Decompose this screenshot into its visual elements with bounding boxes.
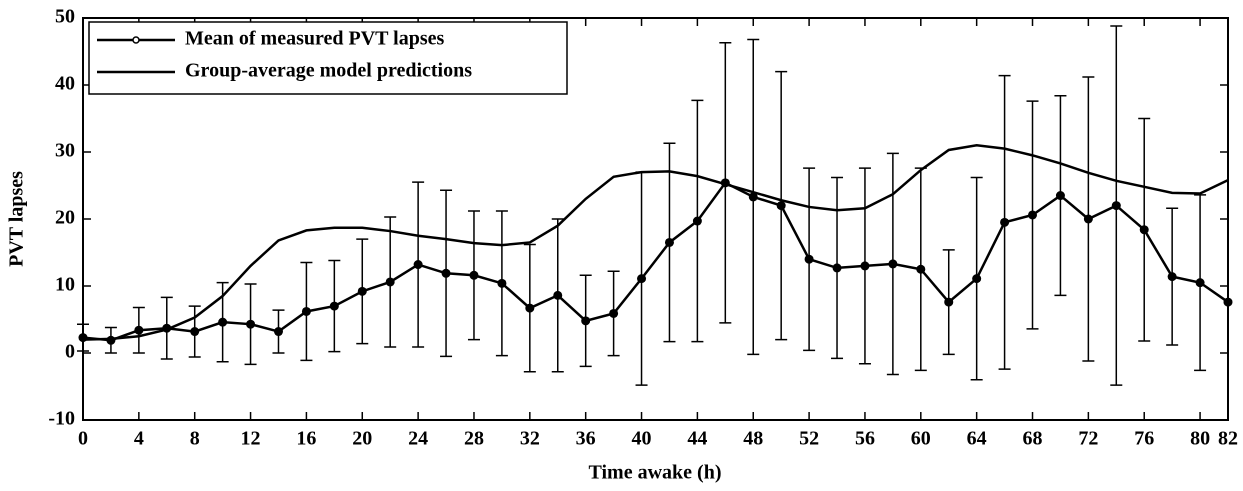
y-tick-label: 0	[65, 341, 75, 363]
marker	[1083, 214, 1093, 224]
marker	[329, 301, 339, 311]
legend-label: Group-average model predictions	[185, 60, 472, 82]
marker	[553, 290, 563, 300]
x-tick-label: 40	[632, 428, 652, 450]
marker	[413, 260, 423, 270]
marker	[1223, 297, 1233, 307]
marker	[748, 192, 758, 202]
marker	[301, 306, 311, 316]
x-tick-label: 8	[190, 428, 200, 450]
marker	[664, 237, 674, 247]
marker	[916, 264, 926, 274]
x-tick-label: 24	[408, 428, 428, 450]
marker	[944, 297, 954, 307]
x-tick-label: 76	[1134, 428, 1154, 450]
y-tick-label: 30	[55, 140, 75, 162]
x-axis-title: Time awake (h)	[589, 462, 722, 484]
x-tick-label: 36	[576, 428, 596, 450]
x-tick-label: 60	[911, 428, 931, 450]
marker	[1167, 272, 1177, 282]
marker	[441, 268, 451, 278]
x-tick-label: 82	[1218, 428, 1238, 450]
x-tick-label: 72	[1078, 428, 1098, 450]
x-tick-label: 56	[855, 428, 875, 450]
x-tick-label: 68	[1023, 428, 1043, 450]
marker	[1195, 278, 1205, 288]
marker	[832, 263, 842, 273]
marker	[1028, 210, 1038, 220]
marker	[273, 327, 283, 337]
marker	[972, 274, 982, 284]
series-line	[82, 181, 1229, 342]
y-tick-label: 50	[55, 6, 75, 28]
marker	[637, 274, 647, 284]
x-tick-label: 16	[296, 428, 316, 450]
marker	[581, 316, 591, 326]
y-tick-label: -10	[48, 408, 75, 430]
marker	[497, 278, 507, 288]
x-tick-label: 32	[520, 428, 540, 450]
marker	[804, 254, 814, 264]
marker	[385, 277, 395, 287]
marker	[246, 319, 256, 329]
legend-box	[88, 21, 568, 95]
marker	[190, 327, 200, 337]
marker	[218, 317, 228, 327]
marker	[134, 325, 144, 335]
y-tick-label: 20	[55, 207, 75, 229]
marker	[888, 259, 898, 269]
x-tick-label: 0	[78, 428, 88, 450]
y-tick-label: 10	[55, 274, 75, 296]
legend-marker	[132, 36, 140, 44]
x-tick-label: 28	[464, 428, 484, 450]
series-line	[82, 144, 1229, 341]
marker	[860, 261, 870, 271]
x-tick-label: 12	[241, 428, 261, 450]
x-tick-label: 48	[743, 428, 763, 450]
marker	[1055, 191, 1065, 201]
marker	[106, 335, 116, 345]
marker	[609, 308, 619, 318]
marker	[776, 201, 786, 211]
y-axis-title: PVT lapses	[6, 171, 28, 267]
legend-label: Mean of measured PVT lapses	[185, 28, 444, 50]
x-tick-label: 44	[687, 428, 707, 450]
y-tick-label: 40	[55, 73, 75, 95]
marker	[1000, 217, 1010, 227]
x-tick-label: 80	[1190, 428, 1210, 450]
marker	[1139, 225, 1149, 235]
x-tick-label: 20	[352, 428, 372, 450]
marker	[1111, 201, 1121, 211]
x-tick-label: 52	[799, 428, 819, 450]
marker	[692, 216, 702, 226]
x-tick-label: 4	[134, 428, 144, 450]
x-tick-label: 64	[967, 428, 987, 450]
marker	[469, 270, 479, 280]
marker	[525, 303, 535, 313]
marker	[357, 286, 367, 296]
